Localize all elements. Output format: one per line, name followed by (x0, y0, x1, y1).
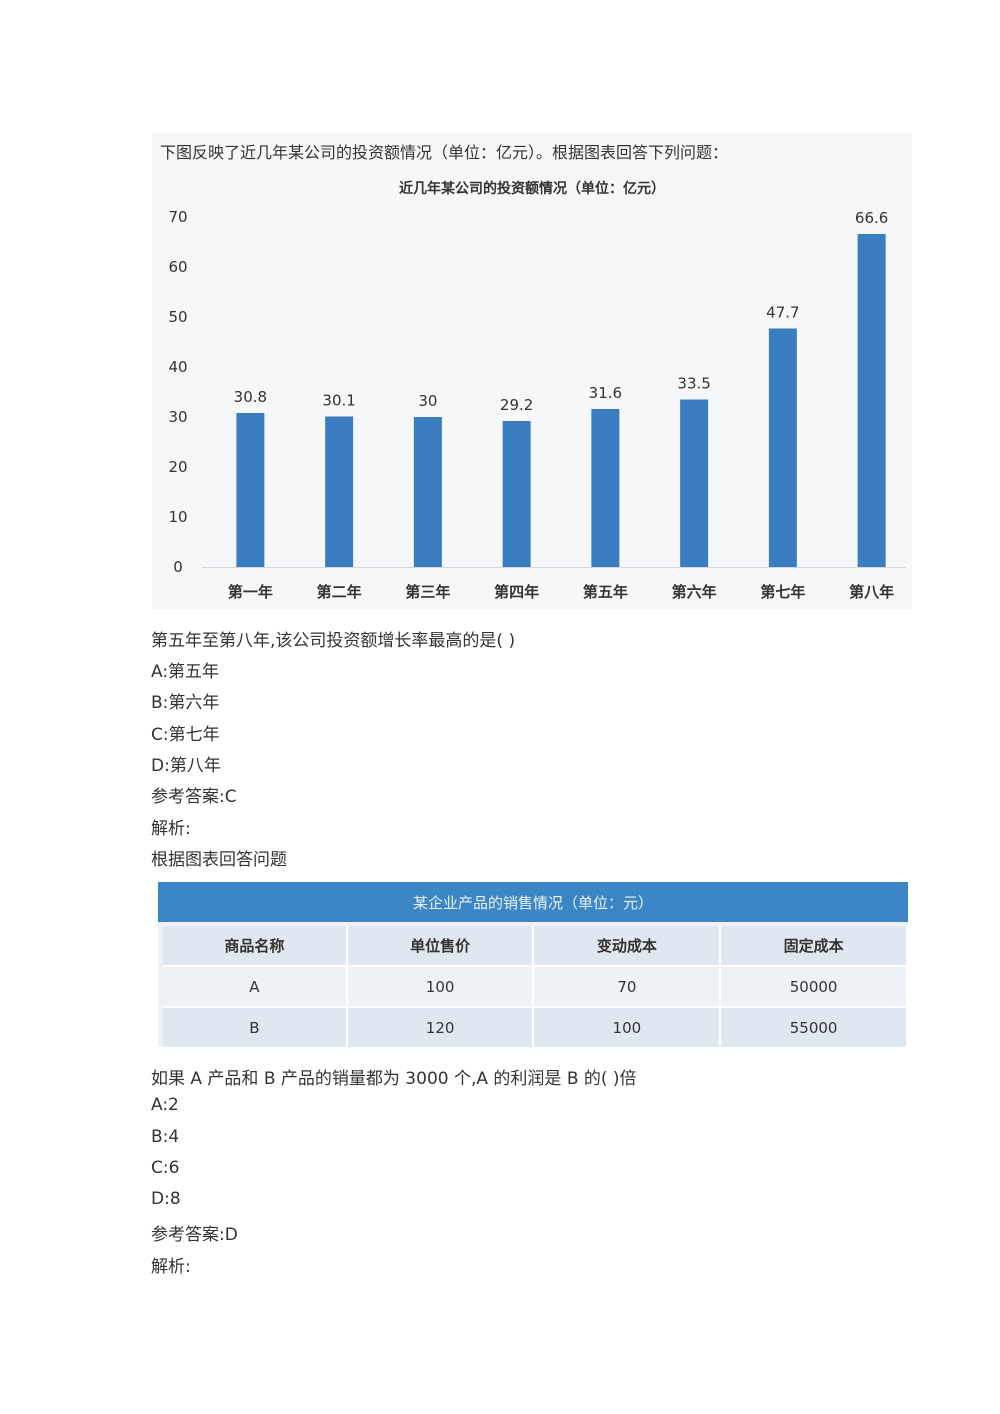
x-tick-label: 第五年 (583, 583, 628, 601)
data-label: 30.8 (234, 388, 267, 406)
question2-lead: 根据图表回答问题 (151, 850, 287, 870)
table-cell: 50000 (720, 965, 908, 1007)
bar (502, 421, 531, 567)
table-title: 某企业产品的销售情况（单位：元） (158, 882, 908, 922)
y-tick-label: 30 (168, 408, 187, 426)
x-tick-label: 第六年 (672, 583, 717, 601)
question1-option-b: B:第六年 (151, 693, 220, 713)
question1-option-a: A:第五年 (151, 662, 220, 682)
chart-figure: 下图反映了近几年某公司的投资额情况（单位：亿元）。根据图表回答下列问题： 近几年… (152, 133, 912, 609)
bar (325, 416, 354, 567)
table-row: A 100 70 50000 (163, 965, 908, 1007)
table-header-cell: 单位售价 (346, 926, 535, 966)
question2-option-d: D:8 (151, 1189, 181, 1209)
question2-option-c: C:6 (151, 1158, 180, 1178)
table-cell: B (163, 1006, 348, 1047)
bar (768, 328, 797, 567)
question2-option-b: B:4 (151, 1127, 180, 1147)
question1-prompt: 第五年至第八年,该公司投资额增长率最高的是( ) (151, 631, 516, 651)
y-tick-label: 10 (168, 508, 187, 526)
question2-answer: 参考答案:D (151, 1225, 238, 1245)
bar (857, 234, 886, 567)
data-label: 31.6 (589, 384, 622, 402)
bars: 30.8 30.1 30 29.2 31.6 33.5 47.7 66.6 (234, 209, 888, 567)
sales-table-figure: 某企业产品的销售情况（单位：元） 商品名称 单位售价 变动成本 固定成本 A 1… (158, 882, 908, 1047)
table-cell: 100 (346, 965, 535, 1007)
bar (413, 417, 442, 567)
investment-bar-chart: 近几年某公司的投资额情况（单位：亿元） 0 10 20 30 40 50 60 70 30.8… (168, 180, 906, 601)
question1-answer: 参考答案:C (151, 787, 237, 807)
x-tick-label: 第二年 (317, 583, 362, 601)
data-label: 47.7 (766, 304, 799, 322)
table-header-cell: 变动成本 (533, 926, 722, 966)
table-cell: 100 (533, 1006, 722, 1047)
question2-analysis-label: 解析: (151, 1257, 191, 1277)
y-axis: 0 10 20 30 40 50 60 70 (168, 208, 187, 576)
y-tick-label: 0 (173, 558, 183, 576)
data-label: 66.6 (855, 209, 888, 227)
x-tick-label: 第四年 (494, 583, 539, 601)
data-label: 30 (418, 392, 437, 410)
y-tick-label: 20 (168, 458, 187, 476)
x-tick-label: 第三年 (405, 583, 450, 601)
data-label: 33.5 (677, 375, 710, 393)
y-tick-label: 70 (168, 208, 187, 226)
bar (591, 409, 620, 567)
sales-table: 商品名称 单位售价 变动成本 固定成本 A 100 70 50000 B 120… (163, 926, 908, 1047)
table-header-row: 商品名称 单位售价 变动成本 固定成本 (163, 926, 908, 966)
x-axis: 第一年 第二年 第三年 第四年 第五年 第六年 第七年 第八年 (202, 567, 906, 601)
question2-prompt: 如果 A 产品和 B 产品的销量都为 3000 个,A 的利润是 B 的( )倍 (151, 1069, 637, 1089)
table-cell: 55000 (720, 1006, 908, 1047)
question1-option-c: C:第七年 (151, 725, 220, 745)
bar (236, 413, 265, 567)
table-cell: 120 (346, 1006, 535, 1047)
y-tick-label: 50 (168, 308, 187, 326)
chart-title: 近几年某公司的投资额情况（单位：亿元） (399, 180, 665, 197)
question1-analysis-label: 解析: (151, 819, 191, 839)
question2-option-a: A:2 (151, 1095, 179, 1115)
question1-intro: 下图反映了近几年某公司的投资额情况（单位：亿元）。根据图表回答下列问题： (160, 143, 729, 162)
x-tick-label: 第八年 (849, 583, 894, 601)
bar (680, 399, 709, 567)
table-cell: 70 (533, 965, 722, 1007)
x-tick-label: 第一年 (228, 583, 273, 601)
y-tick-label: 40 (168, 358, 187, 376)
table-header-cell: 固定成本 (720, 926, 908, 966)
table-row: B 120 100 55000 (163, 1006, 908, 1047)
y-tick-label: 60 (168, 258, 187, 276)
data-label: 30.1 (322, 392, 355, 410)
table-header-cell: 商品名称 (163, 926, 348, 966)
question1-option-d: D:第八年 (151, 756, 221, 776)
x-tick-label: 第七年 (760, 583, 805, 601)
data-label: 29.2 (500, 396, 533, 414)
table-cell: A (163, 965, 348, 1007)
